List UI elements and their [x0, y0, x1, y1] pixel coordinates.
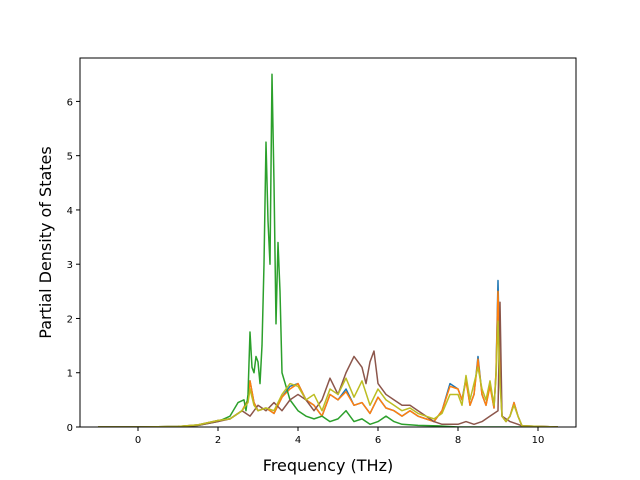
series-line-4	[98, 301, 559, 427]
x-axis-ticks: 0 2 4 6 8 10	[135, 427, 545, 446]
y-axis-ticks: 0 1 2 3 4 5 6	[67, 97, 80, 434]
x-tick-label: 6	[375, 435, 381, 446]
x-axis-label: Frequency (THz)	[263, 456, 393, 475]
y-tick-label: 2	[67, 314, 73, 325]
y-tick-label: 5	[67, 152, 73, 163]
x-tick-label: 4	[295, 435, 301, 446]
series-line-5	[98, 320, 559, 427]
y-tick-label: 3	[67, 260, 73, 271]
y-axis-label: Partial Density of States	[36, 146, 55, 338]
y-tick-label: 1	[67, 369, 73, 380]
y-tick-label: 0	[67, 423, 73, 434]
series-line-3	[98, 73, 558, 427]
axes-frame	[79, 57, 577, 428]
x-tick-label: 2	[215, 435, 221, 446]
y-tick-label: 6	[67, 97, 73, 108]
x-tick-label: 0	[135, 435, 141, 446]
plot-area	[80, 58, 576, 427]
x-tick-label: 10	[532, 435, 545, 446]
x-tick-label: 8	[455, 435, 461, 446]
y-tick-label: 4	[67, 206, 73, 217]
series-layer	[98, 73, 559, 427]
